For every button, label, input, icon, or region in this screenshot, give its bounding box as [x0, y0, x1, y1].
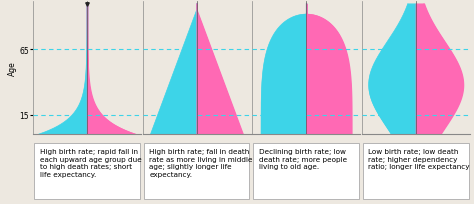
Text: Females (%): Females (%) — [421, 145, 464, 152]
Text: Females (%): Females (%) — [92, 145, 135, 152]
Text: Males (%): Males (%) — [43, 145, 78, 152]
Text: Declining birth rate; low
death rate; more people
living to old age.: Declining birth rate; low death rate; mo… — [259, 149, 347, 169]
Text: Females (%): Females (%) — [202, 145, 245, 152]
Text: Males (%): Males (%) — [153, 145, 187, 152]
Text: Males (%): Males (%) — [262, 145, 297, 152]
Text: High birth rate; fall in death
rate as more living in middle
age; slightly longe: High birth rate; fall in death rate as m… — [149, 149, 253, 177]
Text: Females (%): Females (%) — [311, 145, 355, 152]
Text: Low birth rate; low death
rate; higher dependency
ratio; longer life expectancy: Low birth rate; low death rate; higher d… — [368, 149, 470, 169]
Text: High birth rate; rapid fall in
each upward age group due
to high death rates; sh: High birth rate; rapid fall in each upwa… — [40, 149, 141, 177]
FancyBboxPatch shape — [254, 143, 359, 199]
Text: Males (%): Males (%) — [372, 145, 406, 152]
FancyBboxPatch shape — [363, 143, 469, 199]
FancyBboxPatch shape — [144, 143, 249, 199]
FancyBboxPatch shape — [34, 143, 140, 199]
Y-axis label: Age: Age — [8, 61, 17, 76]
